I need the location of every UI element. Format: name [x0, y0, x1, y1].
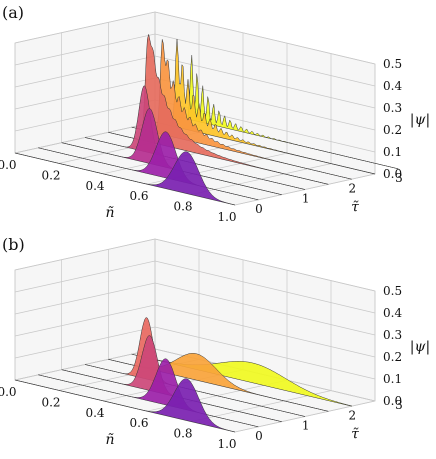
series-curve [178, 55, 399, 170]
gridline-z [154, 282, 376, 336]
tau-axis-label: τ̃ [351, 200, 359, 216]
z-tick-label: 0.4 [383, 79, 402, 93]
x-tick-label: 0.8 [173, 427, 192, 441]
gridline-z [14, 326, 156, 359]
tau-tick-label: 0 [255, 429, 263, 443]
gridline-z [154, 326, 376, 380]
series-curve [14, 378, 236, 433]
tau-tick-label: 2 [348, 181, 356, 195]
x-tick-label: 0.8 [173, 200, 192, 214]
gridline-z [14, 260, 156, 293]
x-tick-label: 0.4 [85, 179, 104, 193]
tau-axis-label: τ̃ [351, 427, 359, 443]
z-tick-label: 0.4 [383, 306, 402, 320]
gridline-z [14, 282, 156, 315]
tau-tick-label: 0 [255, 202, 263, 216]
x-tick-label: 1.0 [217, 437, 236, 451]
gridline-z [14, 77, 156, 110]
x-tick-label: 0.0 [0, 158, 17, 172]
gridline-z [154, 304, 376, 358]
gridline-z [14, 304, 156, 337]
z-tick-label: 0.1 [383, 372, 402, 386]
x-tick-label: 0.0 [0, 385, 17, 399]
series-curve [154, 38, 376, 175]
z-tick-label: 0.5 [383, 284, 402, 298]
x-axis-label: ñ [105, 205, 114, 221]
z-tick-label: 0.0 [383, 167, 402, 181]
series-curve [131, 39, 352, 180]
series-curve [108, 34, 329, 185]
z-tick-label: 0.2 [383, 350, 402, 364]
z-tick-label: 0.2 [383, 123, 402, 137]
z-tick-label: 0.3 [383, 328, 402, 342]
x-tick-label: 1.0 [217, 210, 236, 224]
x-tick-label: 0.6 [129, 416, 148, 430]
tau-tick-label: 3 [395, 171, 403, 185]
x-tick-label: 0.2 [41, 395, 60, 409]
z-tick-label: 0.1 [383, 145, 402, 159]
gridline-z [14, 238, 156, 271]
z-tick-label: 0.3 [383, 101, 402, 115]
panel-a: (a)0.00.20.40.60.81.001230.00.10.20.30.4… [0, 3, 430, 224]
gridline-z [154, 260, 376, 314]
panel-b: (b)0.00.20.40.60.81.001230.00.10.20.30.4… [0, 235, 430, 451]
series-curve [38, 358, 259, 428]
series-curve [14, 151, 236, 206]
tau-tick-label: 3 [395, 398, 403, 412]
gridline-z [154, 33, 376, 87]
z-axis-label: |ψ| [410, 112, 430, 128]
gridline-z [154, 238, 376, 292]
gridline-z [14, 99, 156, 132]
z-axis-label: |ψ| [410, 339, 430, 355]
gridline-z [14, 33, 156, 66]
tau-tick-label: 2 [348, 408, 356, 422]
panel-label: (b) [2, 235, 25, 254]
gridline-z [14, 11, 156, 44]
tau-tick-label: 1 [302, 192, 310, 206]
gridline-z [154, 11, 376, 65]
gridline-z [14, 55, 156, 88]
x-tick-label: 0.2 [41, 168, 60, 182]
x-tick-label: 0.4 [85, 406, 104, 420]
tau-tick-label: 1 [302, 419, 310, 433]
panel-label: (a) [2, 3, 24, 22]
z-tick-label: 0.0 [383, 394, 402, 408]
x-tick-label: 0.6 [129, 189, 148, 203]
z-tick-label: 0.5 [383, 57, 402, 71]
x-axis-label: ñ [105, 432, 114, 448]
series-curve [38, 131, 259, 201]
